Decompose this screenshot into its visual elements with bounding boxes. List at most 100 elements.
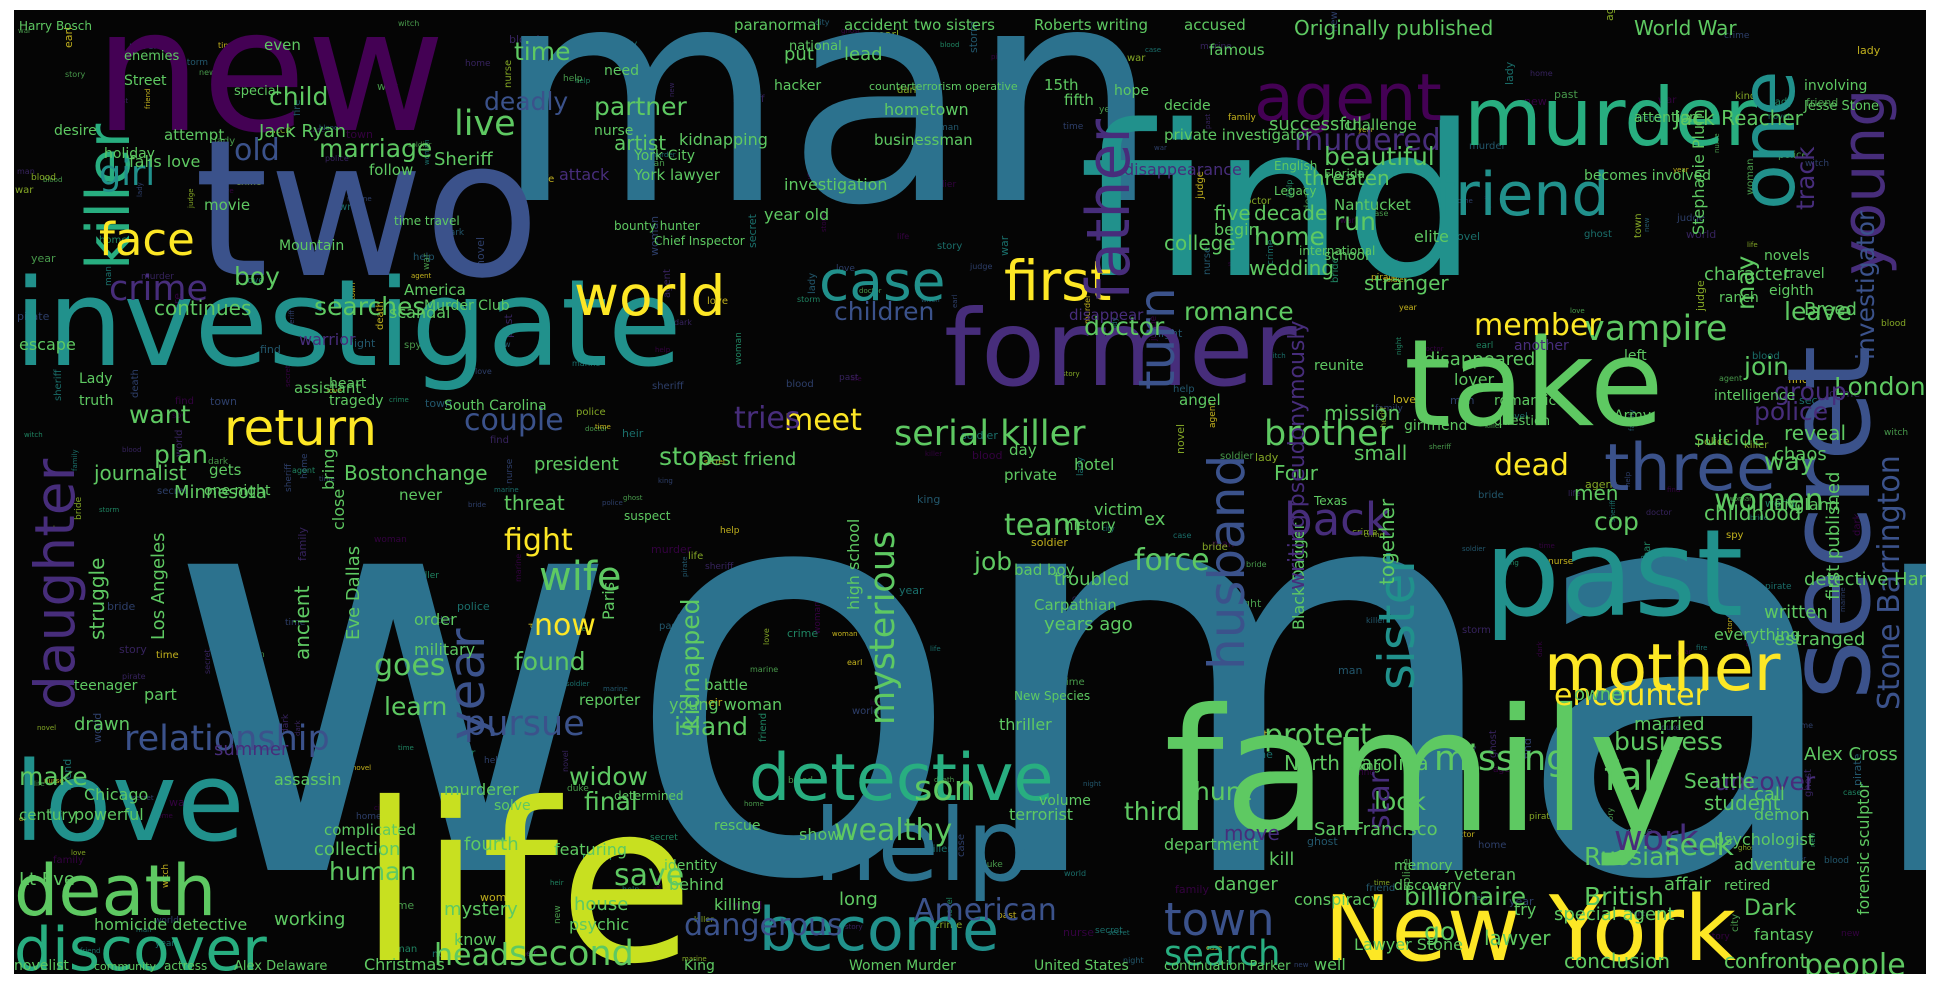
filler-word: war <box>169 796 190 809</box>
word-holiday: holiday <box>104 146 155 162</box>
word-seek: seek <box>1664 828 1735 863</box>
word-history: history <box>1064 516 1116 534</box>
filler-word: crime <box>1829 387 1860 400</box>
word-business: business <box>1614 727 1723 756</box>
word-intelligence: intelligence <box>1714 388 1795 404</box>
filler-word: killer <box>1485 422 1502 430</box>
word-father: father <box>1074 119 1144 300</box>
filler-word: bride <box>1750 514 1768 522</box>
filler-word: nurse <box>505 458 515 484</box>
filler-word: dark <box>294 719 302 736</box>
filler-word: nurse <box>1713 133 1721 153</box>
word-elite: elite <box>1414 227 1449 246</box>
filler-word: bride <box>468 501 486 509</box>
filler-word: family <box>1375 404 1403 414</box>
filler-word: help <box>1173 384 1195 395</box>
filler-word: find <box>490 435 509 446</box>
filler-word: war <box>18 27 31 35</box>
word-investigator: investigator <box>1851 210 1880 360</box>
word-london: London <box>1834 372 1926 401</box>
filler-word: war <box>1340 216 1355 225</box>
filler-word: duke <box>567 784 589 794</box>
filler-word: agent <box>1719 374 1742 383</box>
word-cop: cop <box>1594 507 1639 536</box>
filler-word: pirate <box>1765 582 1792 592</box>
filler-word: dark <box>1190 584 1198 601</box>
word-dangerous: dangerous <box>684 908 843 943</box>
filler-word: year <box>1509 895 1534 908</box>
filler-word: friend <box>144 89 152 109</box>
word-military: military <box>414 640 475 659</box>
word-character: character <box>1704 264 1791 285</box>
filler-word: war <box>1110 126 1125 135</box>
word-new-york: New York <box>1324 877 1736 974</box>
word-young-woman: young woman <box>669 695 782 714</box>
word-florida: Florida <box>1324 167 1365 181</box>
word-kill: kill <box>1269 849 1294 870</box>
word-back: back <box>1284 493 1391 546</box>
filler-word: storm <box>1462 625 1491 636</box>
filler-word: war <box>1658 95 1677 106</box>
word-identity: identity <box>664 858 717 874</box>
word-years-ago: years ago <box>1044 614 1133 635</box>
filler-word: home <box>99 235 127 246</box>
filler-word: family <box>1175 883 1209 896</box>
word-face: face <box>99 213 195 266</box>
filler-word: home <box>465 59 491 69</box>
filler-word: case <box>1145 46 1161 54</box>
filler-word: police <box>1400 858 1413 891</box>
filler-word: death <box>375 301 386 330</box>
filler-word: spy <box>172 411 186 420</box>
filler-word: night <box>1154 327 1183 340</box>
filler-word: town <box>346 128 373 141</box>
word-movie: movie <box>204 196 250 214</box>
filler-word: earl <box>847 658 862 667</box>
word-detective-harry: detective Harry <box>1804 569 1926 590</box>
filler-word: judge <box>969 262 992 271</box>
filler-word: case <box>1370 209 1388 218</box>
word-need: need <box>604 63 639 79</box>
word-hotel: hotel <box>1074 455 1115 474</box>
word-fifth: fifth <box>1064 91 1094 109</box>
word-novels: novels <box>1764 248 1810 264</box>
filler-word: dark <box>1016 843 1037 853</box>
filler-word: story <box>119 643 147 656</box>
word-lawyer: lawyer <box>1484 926 1551 950</box>
word-dead: dead <box>1494 448 1569 483</box>
filler-word: friend <box>758 713 769 742</box>
filler-word: world <box>1686 228 1716 241</box>
filler-word: home <box>356 812 382 822</box>
filler-word: duke <box>569 625 586 633</box>
filler-word: blood <box>122 446 141 454</box>
word-affair: affair <box>1664 874 1711 895</box>
word-murder-club: Murder Club <box>424 298 510 314</box>
word-men: men <box>1574 481 1618 505</box>
word-alex-delaware: Alex Delaware <box>234 959 327 974</box>
filler-word: war <box>1127 53 1146 64</box>
word-return: return <box>224 399 377 457</box>
word-enemies: enemies <box>124 49 180 64</box>
filler-word: woman <box>480 891 520 904</box>
filler-word: agent <box>411 272 431 280</box>
filler-word: murder <box>650 151 676 159</box>
filler-word: police <box>1778 150 1808 161</box>
word-jack-ryan: Jack Ryan <box>258 121 346 142</box>
filler-word: new <box>1524 95 1547 108</box>
filler-word: sheriff <box>284 463 294 492</box>
word-two-sisters: two sisters <box>914 16 995 34</box>
word-first: first <box>1004 249 1111 313</box>
filler-word: storm <box>182 58 208 68</box>
filler-word: judge <box>1694 280 1707 312</box>
filler-word: bride <box>1246 560 1267 569</box>
word-boston: Boston <box>344 461 413 485</box>
filler-word: ghost <box>1584 229 1612 240</box>
filler-word: crime <box>1266 239 1276 265</box>
word-lover: lover <box>1454 370 1495 389</box>
filler-word: agent <box>1493 765 1519 775</box>
filler-word: doctor <box>585 425 608 433</box>
filler-word: lady <box>807 273 818 294</box>
filler-word: king <box>917 493 940 506</box>
word-left: left <box>1624 348 1647 364</box>
filler-word: case <box>1843 788 1861 797</box>
filler-word: city <box>815 18 830 27</box>
